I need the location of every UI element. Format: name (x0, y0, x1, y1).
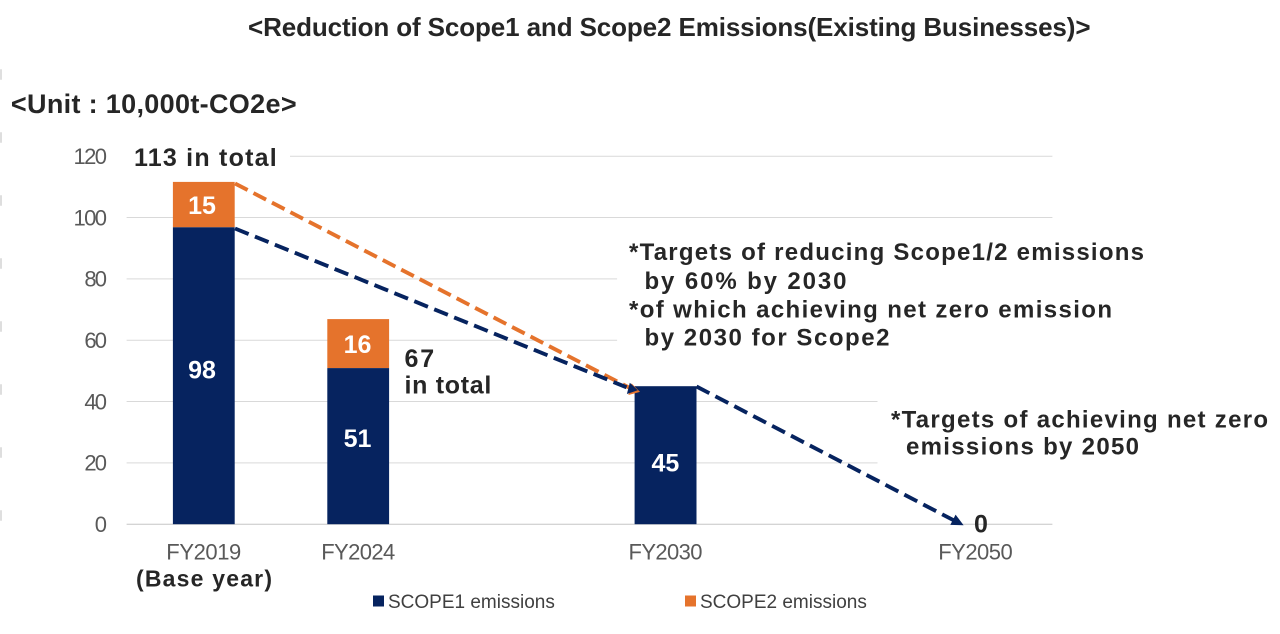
svg-text:0: 0 (95, 512, 107, 537)
svg-text:40: 40 (84, 389, 107, 414)
svg-text:*Targets of achieving net zero: *Targets of achieving net zero (891, 407, 1268, 434)
svg-text:98: 98 (188, 357, 216, 385)
svg-text:FY2024: FY2024 (321, 540, 395, 565)
svg-text:20: 20 (84, 451, 107, 476)
svg-text:60: 60 (84, 328, 107, 353)
svg-text:emissions by 2050: emissions by 2050 (906, 434, 1139, 461)
svg-text:by 2030 for Scope2: by 2030 for Scope2 (645, 325, 890, 352)
svg-text:<Unit : 10,000t-CO2e>: <Unit : 10,000t-CO2e> (11, 89, 297, 119)
svg-text:FY2050: FY2050 (938, 540, 1013, 565)
svg-text:in total: in total (405, 372, 492, 400)
svg-text:(Base year): (Base year) (136, 566, 272, 592)
svg-text:15: 15 (188, 192, 216, 220)
svg-text:100: 100 (74, 205, 108, 230)
svg-text:*Targets of reducing Scope1/2: *Targets of reducing Scope1/2 emissions (629, 239, 1144, 266)
svg-text:80: 80 (84, 267, 107, 292)
svg-text:<Reduction of Scope1 and Scope: <Reduction of Scope1 and Scope2 Emission… (248, 12, 1091, 42)
svg-text:SCOPE1 emissions: SCOPE1 emissions (388, 592, 555, 613)
svg-text:67: 67 (405, 345, 435, 373)
svg-text:0: 0 (974, 511, 988, 539)
svg-text:120: 120 (74, 144, 108, 169)
svg-text:51: 51 (344, 425, 372, 453)
svg-text:16: 16 (344, 331, 372, 359)
svg-text:113 in total: 113 in total (134, 144, 277, 172)
svg-text:45: 45 (651, 450, 679, 478)
svg-text:SCOPE2 emissions: SCOPE2 emissions (700, 592, 867, 613)
svg-text:*of which achieving net zero e: *of which achieving net zero emission (629, 297, 1112, 324)
svg-text:FY2030: FY2030 (629, 540, 703, 565)
svg-text:FY2019: FY2019 (166, 540, 241, 565)
